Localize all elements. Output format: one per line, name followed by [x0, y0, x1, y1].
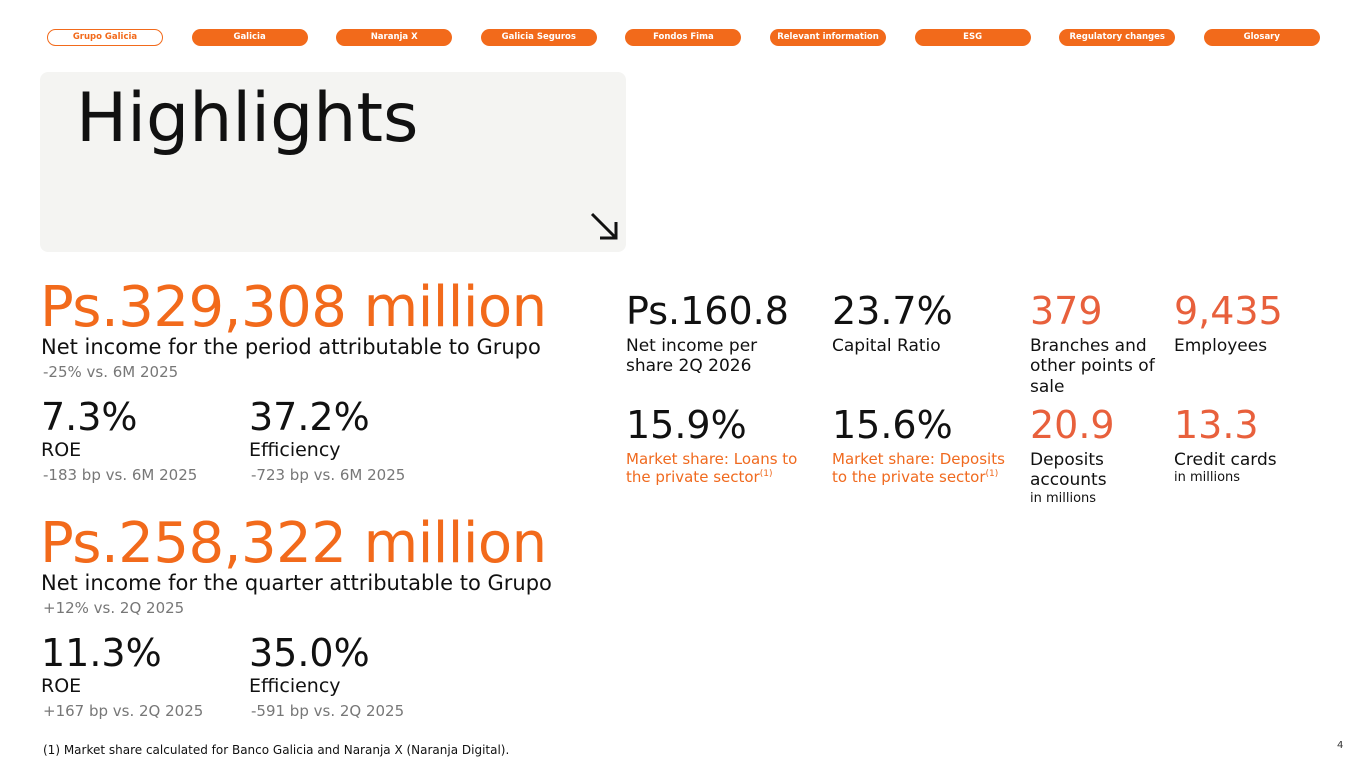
- stat-value: 9,435: [1174, 289, 1283, 333]
- stat-label-text: Market share: Loans to the private secto…: [626, 450, 798, 486]
- arrow-icon: [590, 212, 618, 240]
- stat-label: Deposits accounts in millions: [1030, 450, 1160, 506]
- stat-label: Market share: Loans to the private secto…: [626, 450, 806, 486]
- headline-label: Net income for the quarter attributable …: [41, 571, 552, 595]
- stat-label: Employees: [1174, 336, 1304, 356]
- nav-tab[interactable]: Regulatory changes: [1059, 29, 1176, 46]
- stat-value: 15.6%: [832, 403, 953, 447]
- stat-label-text: Branches and other points of sale: [1030, 336, 1155, 397]
- stat-label: Branches and other points of sale: [1030, 336, 1160, 397]
- headline-label: Net income for the period attributable t…: [41, 335, 541, 359]
- stat-label-text: Net income per share 2Q 2026: [626, 336, 758, 377]
- page-title: Highlights: [76, 79, 419, 158]
- page-number: 4: [1337, 740, 1344, 751]
- nav-tab[interactable]: Fondos Fima: [625, 29, 742, 46]
- nav-tab[interactable]: Grupo Galicia: [47, 29, 163, 46]
- stat-label: Market share: Deposits to the private se…: [832, 450, 1012, 486]
- stat-label: Capital Ratio: [832, 336, 1012, 356]
- nav-tab[interactable]: Glosary: [1203, 29, 1320, 46]
- metric-value: 37.2%: [249, 395, 370, 439]
- nav-tab[interactable]: Galicia Seguros: [480, 29, 597, 46]
- metric-change: -723 bp vs. 6M 2025: [251, 466, 406, 484]
- headline-value: Ps.258,322 million: [40, 511, 547, 576]
- headline-change: -25% vs. 6M 2025: [43, 363, 179, 381]
- footnote-ref: (1): [759, 469, 773, 479]
- nav-tab[interactable]: ESG: [914, 29, 1031, 46]
- stat-label-text: Capital Ratio: [832, 336, 941, 356]
- footnote: (1) Market share calculated for Banco Ga…: [43, 743, 510, 757]
- headline-change: +12% vs. 2Q 2025: [43, 599, 185, 617]
- nav-tab[interactable]: Naranja X: [336, 29, 453, 46]
- stat-value: 20.9: [1030, 403, 1115, 447]
- metric-change: +167 bp vs. 2Q 2025: [43, 702, 204, 720]
- highlights-box: Highlights: [40, 72, 626, 252]
- metric-change: -183 bp vs. 6M 2025: [43, 466, 198, 484]
- nav-tab[interactable]: Relevant information: [770, 29, 886, 46]
- metric-value: 7.3%: [41, 395, 138, 439]
- footnote-ref: (1): [985, 469, 999, 479]
- stat-label: Credit cards in millions: [1174, 450, 1304, 486]
- stat-label-text: Credit cards: [1174, 450, 1277, 470]
- stat-value: 23.7%: [832, 289, 953, 333]
- stat-label-text: Market share: Deposits to the private se…: [832, 450, 1005, 486]
- metric-value: 11.3%: [41, 631, 162, 675]
- stat-label: Net income per share 2Q 2026: [626, 336, 806, 377]
- stat-label-text: Employees: [1174, 336, 1268, 356]
- stat-unit: in millions: [1030, 490, 1097, 506]
- nav-tab[interactable]: Galicia: [191, 29, 308, 46]
- headline-value: Ps.329,308 million: [40, 275, 547, 340]
- stat-value: 13.3: [1174, 403, 1259, 447]
- stat-unit: in millions: [1174, 470, 1241, 486]
- metric-label: ROE: [41, 675, 82, 697]
- stat-value: 379: [1030, 289, 1103, 333]
- metric-label: ROE: [41, 439, 82, 461]
- metric-label: Efficiency: [249, 675, 341, 697]
- stat-value: Ps.160.8: [626, 289, 789, 333]
- metric-change: -591 bp vs. 2Q 2025: [251, 702, 405, 720]
- stat-value: 15.9%: [626, 403, 747, 447]
- stat-label-text: Deposits accounts: [1030, 450, 1107, 491]
- metric-value: 35.0%: [249, 631, 370, 675]
- metric-label: Efficiency: [249, 439, 341, 461]
